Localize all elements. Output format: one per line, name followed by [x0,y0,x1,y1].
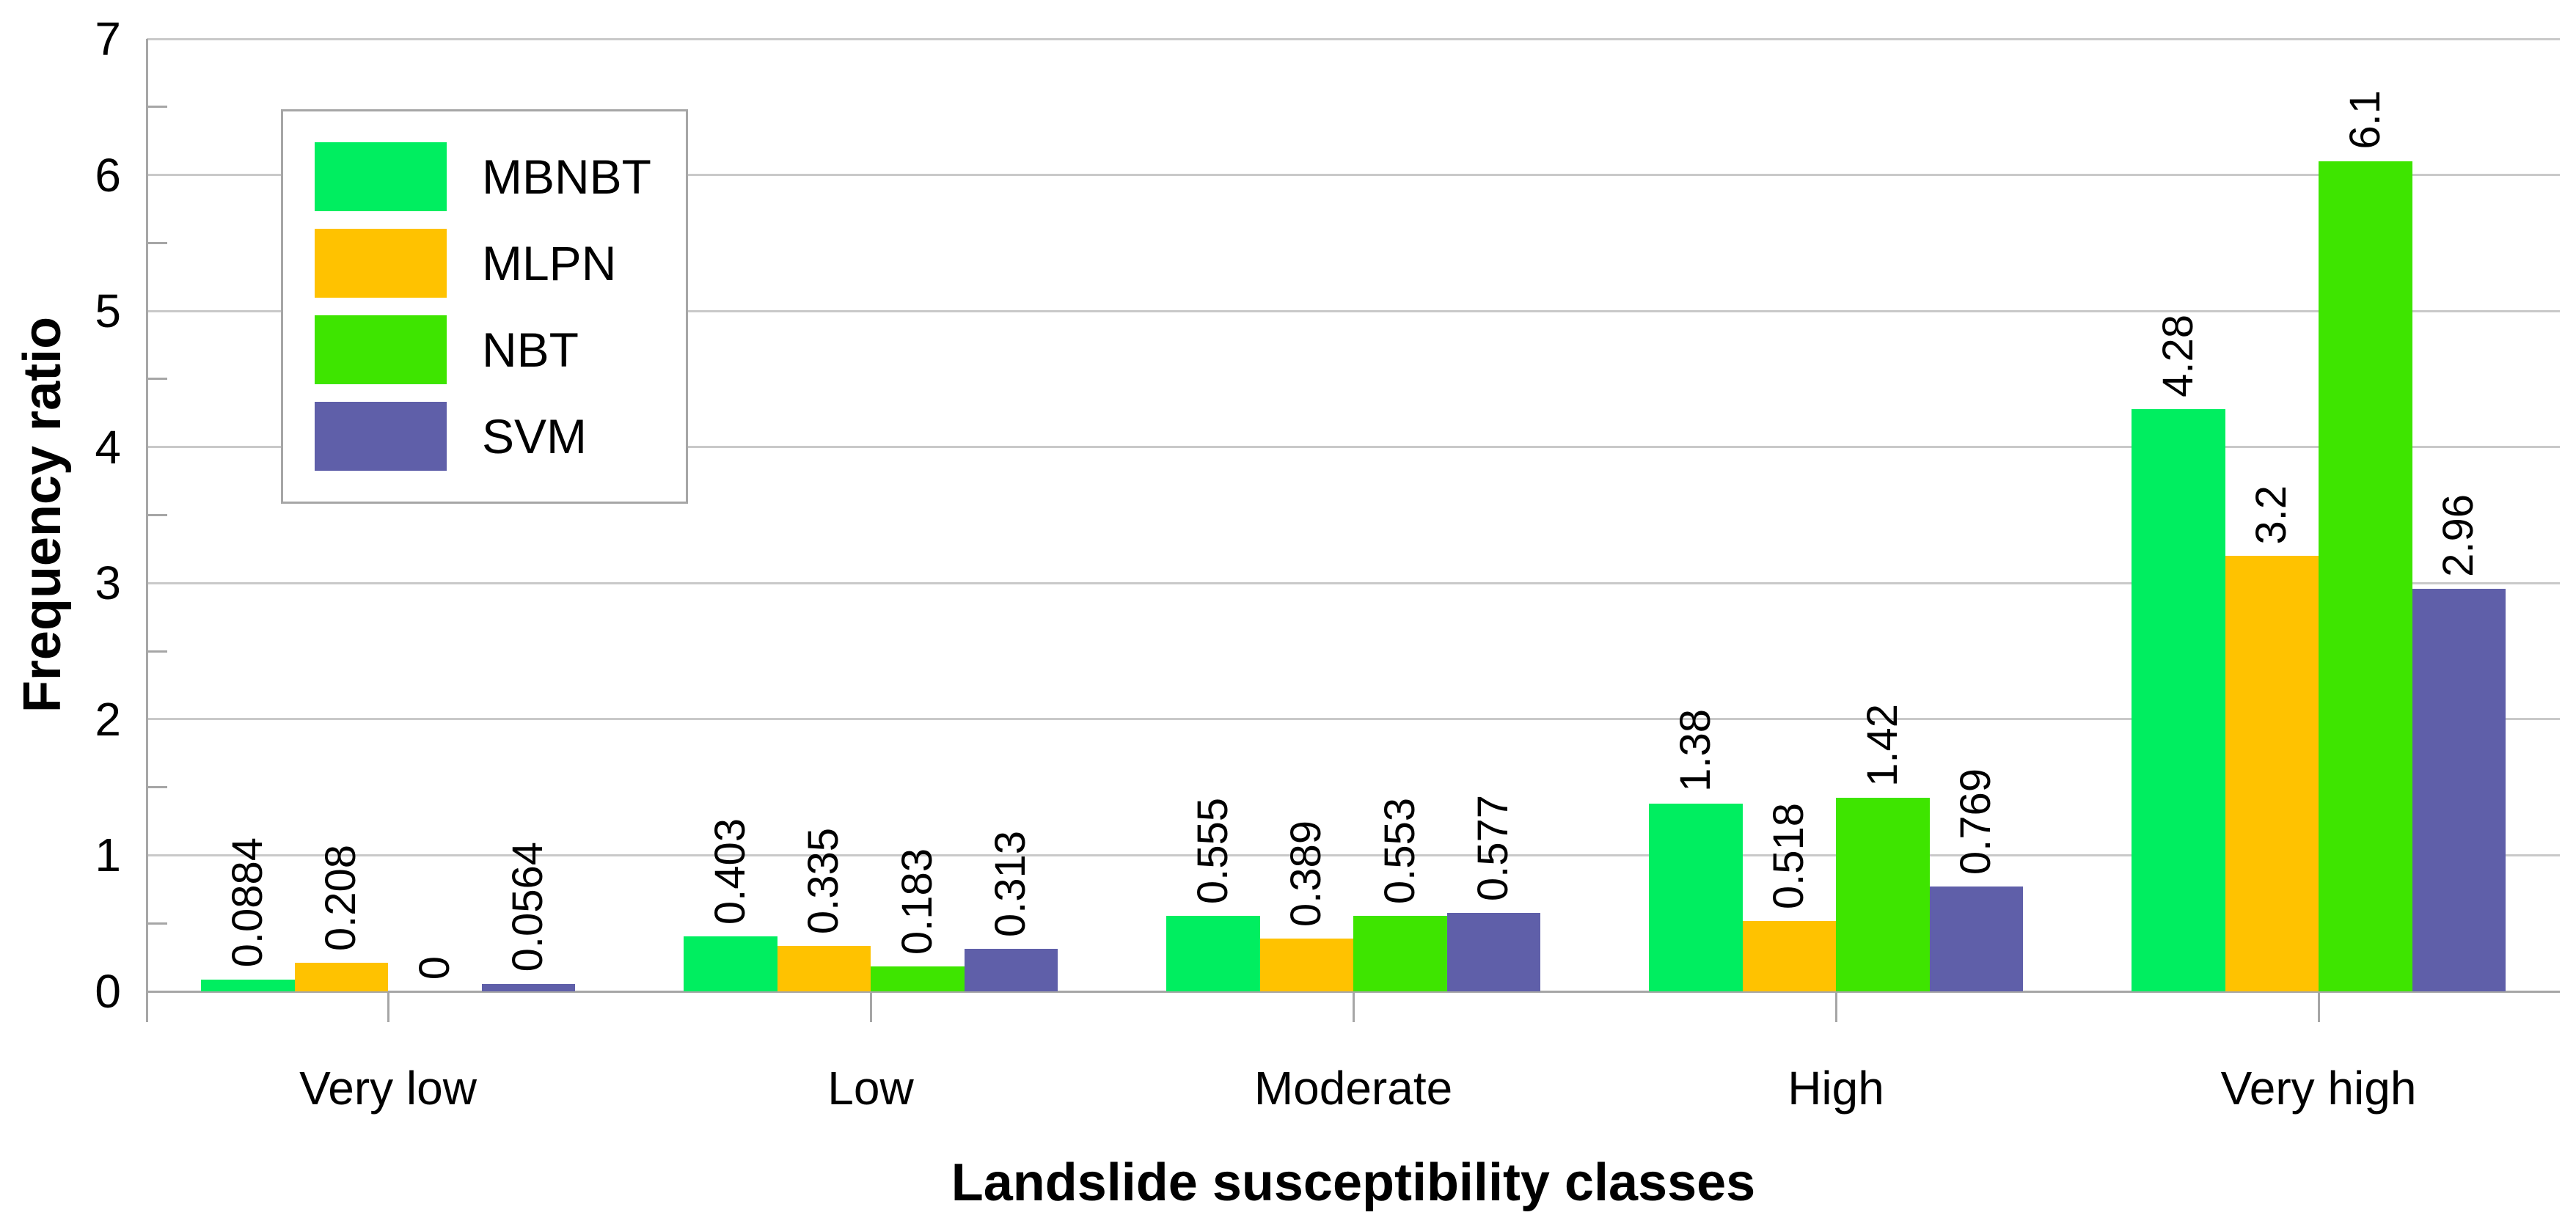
bar-mbnbt-low [684,936,777,991]
bar-nbt-high [1836,798,1930,991]
category-label-very-high: Very high [2220,1062,2417,1115]
bar-nbt-moderate [1353,916,1447,991]
gridline [147,446,2560,449]
gridline [147,581,2560,584]
x-tick-mark [1352,991,1355,1022]
legend: MBNBT MLPN NBT SVM [281,109,688,504]
y-minor-tick [147,241,167,244]
x-tick-mark [387,991,389,1022]
bar-value-label-nbt-high: 1.42 [1858,703,1906,787]
bar-value-label-svm-high: 0.769 [1952,768,2000,876]
bar-value-label-svm-very-low: 0.0564 [504,842,552,972]
gridline [147,718,2560,721]
x-tick-mark [869,991,872,1022]
bar-mbnbt-high [1649,803,1743,991]
bar-value-label-mbnbt-very-high: 4.28 [2154,314,2202,397]
bar-value-label-nbt-moderate: 0.553 [1375,798,1424,905]
gridline [147,309,2560,312]
bar-value-label-mlpn-very-low: 0.208 [317,845,365,952]
category-label-very-low: Very low [299,1062,477,1115]
bar-mbnbt-moderate [1166,916,1260,991]
bar-value-label-mbnbt-very-low: 0.0884 [223,837,271,968]
legend-row-mlpn: MLPN [315,229,686,298]
bar-value-label-mlpn-very-high: 3.2 [2247,485,2296,545]
bar-value-label-nbt-very-low: 0 [410,955,458,980]
legend-label-nbt: NBT [482,323,579,377]
y-axis-title: Frequency ratio [13,316,72,713]
bar-nbt-low [871,966,965,991]
y-tick-label: 2 [95,692,121,746]
x-tick-mark [1834,991,1837,1022]
bar-svm-low [964,948,1058,991]
y-axis-line [145,39,148,1022]
legend-row-svm: SVM [315,402,686,471]
bar-mlpn-moderate [1259,938,1353,991]
gridline [147,854,2560,856]
category-label-low: Low [827,1062,914,1115]
bar-value-label-mlpn-moderate: 0.389 [1282,820,1331,927]
bar-mbnbt-very-low [201,979,295,991]
y-tick-label: 0 [95,965,121,1018]
bar-value-label-svm-moderate: 0.577 [1469,794,1518,901]
category-label-high: High [1788,1062,1884,1115]
legend-row-nbt: NBT [315,315,686,384]
bar-mlpn-high [1742,920,1836,991]
x-tick-mark [2317,991,2320,1022]
bar-svm-moderate [1446,912,1540,991]
legend-label-mbnbt: MBNBT [482,150,651,204]
legend-swatch-nbt [315,315,447,384]
y-tick-label: 3 [95,557,121,610]
y-tick-label: 7 [95,12,121,65]
bar-value-label-mlpn-low: 0.335 [799,827,848,934]
bar-value-label-mbnbt-high: 1.38 [1671,709,1719,792]
bar-value-label-svm-low: 0.313 [987,830,1035,937]
y-tick-label: 1 [95,829,121,882]
legend-row-mbnbt: MBNBT [315,142,686,211]
bar-nbt-very-high [2319,161,2412,991]
x-axis-title: Landslide susceptibility classes [951,1153,1756,1212]
bar-svm-very-high [2412,588,2506,991]
legend-swatch-mlpn [315,229,447,298]
gridline [147,37,2560,40]
y-minor-tick [147,378,167,381]
bar-value-label-mbnbt-moderate: 0.555 [1188,797,1237,905]
bar-value-label-nbt-low: 0.183 [893,848,941,955]
legend-label-svm: SVM [482,409,588,463]
bar-value-label-nbt-very-high: 6.1 [2341,90,2389,150]
bar-value-label-svm-very-high: 2.96 [2434,493,2483,577]
y-tick-label: 5 [95,285,121,338]
legend-swatch-mbnbt [315,142,447,211]
bar-svm-high [1929,887,2023,991]
y-tick-label: 6 [95,148,121,202]
bar-value-label-mbnbt-low: 0.403 [706,818,754,925]
bar-mlpn-low [777,945,871,991]
y-minor-tick [147,786,167,789]
bar-mlpn-very-low [294,963,388,991]
gridline [147,174,2560,177]
y-minor-tick [147,514,167,516]
bar-mlpn-very-high [2225,556,2319,991]
y-minor-tick [147,650,167,653]
y-tick-label: 4 [95,420,121,474]
bar-svm-very-low [481,983,575,991]
legend-swatch-svm [315,402,447,471]
bar-mbnbt-very-high [2132,408,2225,991]
y-minor-tick [147,922,167,925]
bar-value-label-mlpn-high: 0.518 [1765,802,1813,909]
legend-label-mlpn: MLPN [482,236,617,290]
y-minor-tick [147,106,167,109]
category-label-moderate: Moderate [1254,1062,1453,1115]
